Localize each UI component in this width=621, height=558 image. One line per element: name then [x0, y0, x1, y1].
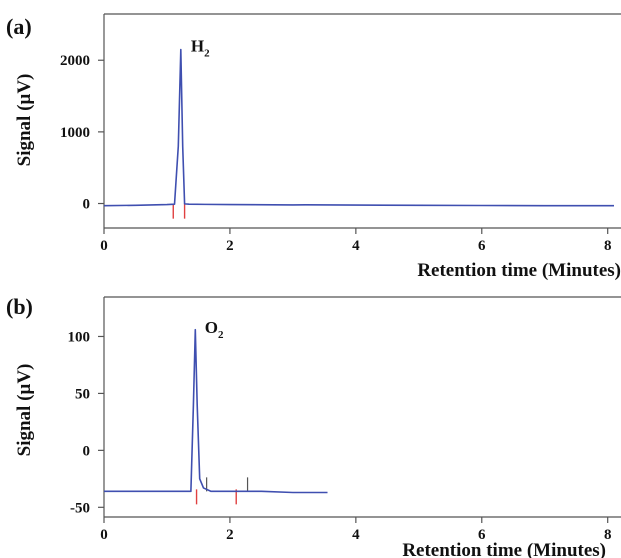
- panel-b-ytick-label: -50: [70, 500, 90, 516]
- panel-a-peak-sub: 2: [204, 48, 210, 60]
- panel-a-ytick-label: 2000: [60, 53, 90, 69]
- panel-b-xtick-label: 8: [604, 527, 612, 543]
- panel-b-xtick-label: 6: [478, 527, 486, 543]
- panel-b-ylabel: Signal (µV): [14, 364, 35, 457]
- panel-a-letter: (a): [6, 14, 32, 39]
- panel-a-xlabel: Retention time (Minutes): [417, 260, 621, 281]
- panel-b-peak-base: O: [205, 318, 218, 337]
- panel-a-xtick-label: 0: [100, 238, 108, 254]
- panel-a-xtick-label: 8: [604, 238, 612, 254]
- panel-b-series-line: [104, 328, 328, 494]
- panel-a-xtick-label: 4: [352, 238, 360, 254]
- panel-a-ytick-label: 0: [83, 197, 91, 213]
- panel-a-series-line: [103, 48, 614, 207]
- panel-a-xtick-label: 2: [226, 238, 234, 254]
- panel-b-letter: (b): [6, 294, 33, 319]
- panel-b-peak-label: O2: [205, 318, 224, 341]
- panel-a-peak-base: H: [191, 37, 204, 56]
- panel-a-ytick-label: 1000: [60, 125, 90, 141]
- panel-b-peak-sub: 2: [218, 329, 224, 341]
- panel-b-ytick-label: 50: [75, 386, 90, 402]
- panel-b-xtick-label: 4: [352, 527, 360, 543]
- panel-b-xlabel: Retention time (Minutes): [402, 540, 606, 558]
- panel-a-ylabel: Signal (µV): [14, 74, 35, 167]
- panel-b-ytick-label: 100: [68, 329, 91, 345]
- panel-a-peak-label: H2: [191, 37, 210, 60]
- panel-a-xtick-label: 6: [478, 238, 486, 254]
- panel-b-xtick-label: 0: [100, 527, 108, 543]
- panel-b-ytick-label: 0: [83, 443, 91, 459]
- panel-b-xtick-label: 2: [226, 527, 234, 543]
